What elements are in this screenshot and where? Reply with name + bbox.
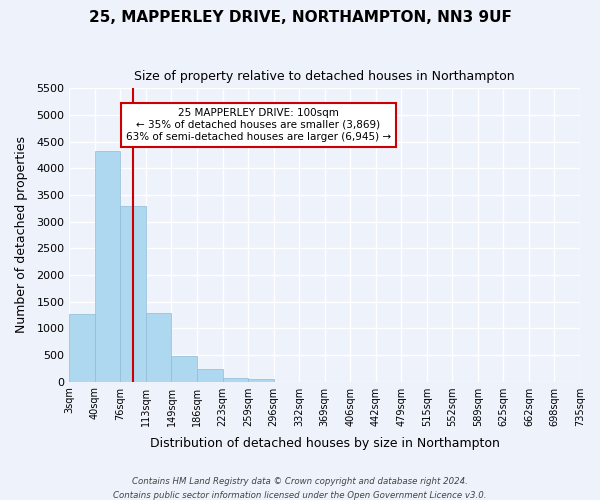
Bar — [121, 206, 146, 382]
Bar — [223, 378, 248, 382]
Bar — [172, 356, 197, 382]
Text: 25, MAPPERLEY DRIVE, NORTHAMPTON, NN3 9UF: 25, MAPPERLEY DRIVE, NORTHAMPTON, NN3 9U… — [89, 10, 511, 25]
X-axis label: Distribution of detached houses by size in Northampton: Distribution of detached houses by size … — [150, 437, 500, 450]
Text: Contains HM Land Registry data © Crown copyright and database right 2024.
Contai: Contains HM Land Registry data © Crown c… — [113, 478, 487, 500]
Bar — [70, 314, 95, 382]
Bar — [197, 368, 223, 382]
Title: Size of property relative to detached houses in Northampton: Size of property relative to detached ho… — [134, 70, 515, 83]
Bar — [95, 150, 121, 382]
Bar — [146, 313, 172, 382]
Y-axis label: Number of detached properties: Number of detached properties — [15, 136, 28, 334]
Bar — [248, 379, 274, 382]
Text: 25 MAPPERLEY DRIVE: 100sqm
← 35% of detached houses are smaller (3,869)
63% of s: 25 MAPPERLEY DRIVE: 100sqm ← 35% of deta… — [126, 108, 391, 142]
